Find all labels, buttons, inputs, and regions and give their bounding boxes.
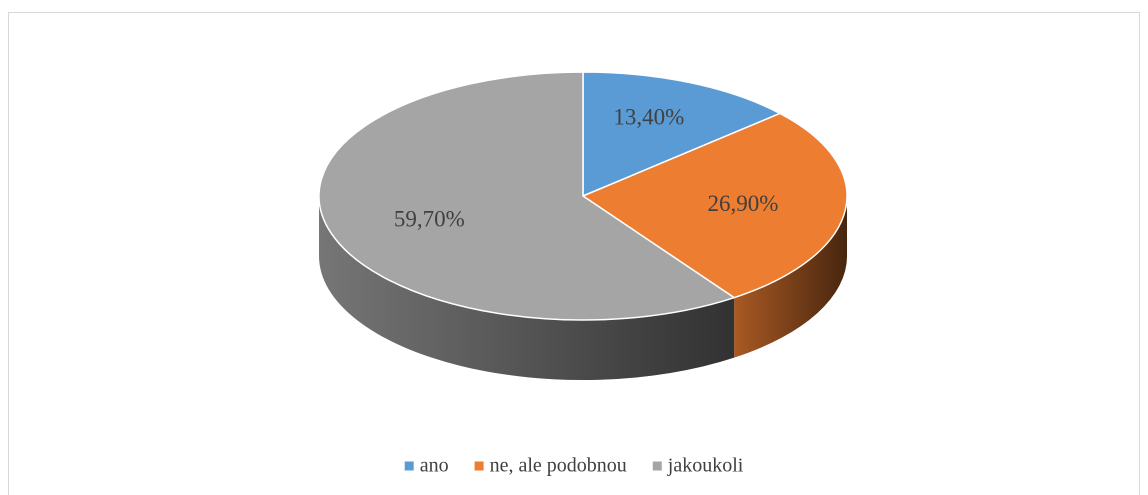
legend-label: jakoukoli: [667, 455, 744, 477]
legend-swatch: [474, 461, 484, 471]
data-label: 59,70%: [394, 207, 465, 232]
data-label: 26,90%: [707, 191, 778, 216]
slice: [582, 71, 781, 197]
legend-swatch: [652, 461, 662, 471]
slice-side-shade: [319, 196, 735, 381]
slice-side-shade: [734, 196, 847, 358]
slice: [582, 112, 848, 299]
slice: [318, 71, 735, 321]
legend-swatch: [404, 461, 414, 471]
legend-label: ano: [420, 455, 449, 477]
legend-label: ne, ale podobnou: [490, 455, 627, 477]
data-label: 13,40%: [613, 104, 684, 129]
